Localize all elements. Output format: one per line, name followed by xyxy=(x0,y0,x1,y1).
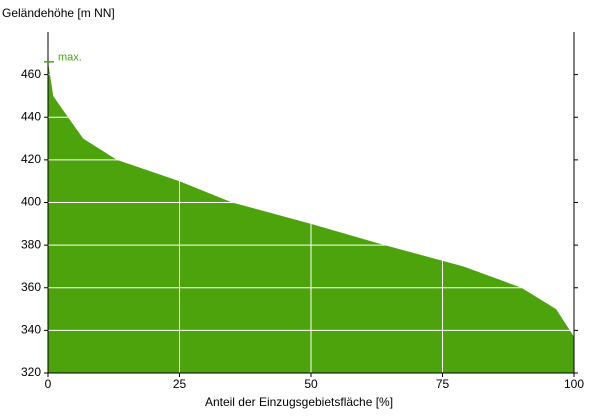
x-tick-label: 0 xyxy=(45,377,52,391)
y-axis-label: Geländehöhe [m NN] xyxy=(2,6,115,20)
y-tick-label: 360 xyxy=(21,280,41,294)
x-tick-label: 100 xyxy=(564,377,584,391)
x-tick-label: 25 xyxy=(173,377,187,391)
y-tick-label: 440 xyxy=(21,109,41,123)
x-tick-label: 50 xyxy=(304,377,318,391)
y-tick-label: 420 xyxy=(21,152,41,166)
y-tick-label: 340 xyxy=(21,323,41,337)
max-label: max. xyxy=(58,52,82,64)
y-tick-label: 460 xyxy=(21,67,41,81)
x-axis-label: Anteil der Einzugsgebietsfläche [%] xyxy=(205,395,393,409)
y-tick-label: 400 xyxy=(21,195,41,209)
y-tick-label: 380 xyxy=(21,237,41,251)
x-tick-label: 75 xyxy=(436,377,450,391)
y-tick-label: 320 xyxy=(21,365,41,379)
